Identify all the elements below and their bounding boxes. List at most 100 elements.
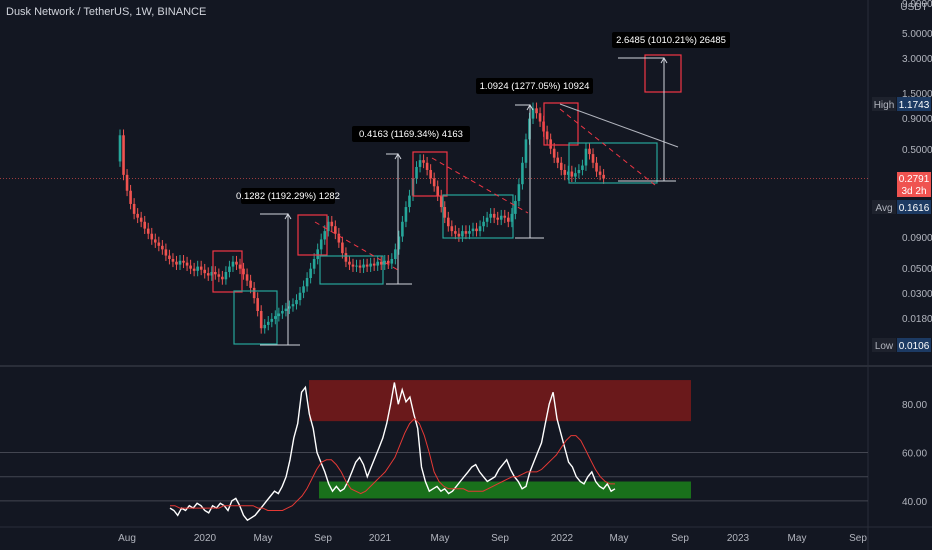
bar-countdown: 3d 2h <box>901 186 926 197</box>
candle-body <box>312 258 316 269</box>
candle-body <box>249 280 252 288</box>
candle-body <box>454 231 457 234</box>
candle-body <box>507 217 510 222</box>
teal-box-2[interactable] <box>319 255 384 285</box>
price-tick-label: 0.0180 <box>902 314 932 325</box>
candle-body <box>189 265 192 269</box>
candle-body <box>136 213 139 218</box>
candle-body <box>178 260 182 265</box>
chart-title: Dusk Network / TetherUS, 1W, BINANCE <box>6 6 207 18</box>
candle-body <box>259 311 263 329</box>
candle-body <box>394 249 397 259</box>
red-box-4[interactable] <box>543 102 579 146</box>
candle-body <box>570 171 574 177</box>
candle-body <box>464 231 468 234</box>
measurement-label-bg <box>241 188 335 204</box>
candle-body <box>376 261 379 266</box>
marker-name-bg <box>872 200 896 214</box>
candle-body <box>129 190 132 204</box>
price-tick-label: 0.0500 <box>902 264 932 275</box>
candle-body <box>164 249 168 256</box>
candle-body <box>408 195 411 208</box>
measurement-label-bg <box>476 78 593 94</box>
trendline-2[interactable] <box>431 157 529 214</box>
candle-body <box>221 276 224 280</box>
candle-body <box>436 186 439 196</box>
candle-body <box>492 213 496 218</box>
red-box-3[interactable] <box>412 151 448 197</box>
candle-body <box>577 169 581 174</box>
candle-body <box>535 108 538 114</box>
measurement-label-bg <box>352 126 470 142</box>
candle-body <box>323 231 327 240</box>
candle-body <box>528 118 531 140</box>
teal-box-4[interactable] <box>568 142 658 184</box>
resistance-line[interactable] <box>559 103 679 148</box>
marker-name-bg <box>872 97 896 111</box>
candle-body <box>503 215 507 218</box>
candle-body <box>161 245 164 250</box>
red-box-2[interactable] <box>297 214 328 256</box>
candle-body <box>182 260 185 263</box>
trendline-3[interactable] <box>559 108 656 186</box>
candle-body <box>588 148 591 155</box>
axis-unit: USDT <box>900 2 927 13</box>
teal-box-1[interactable] <box>233 290 278 345</box>
rsi-line <box>169 382 616 522</box>
candle-body <box>362 264 365 268</box>
candle-body <box>295 300 298 305</box>
candle-body <box>238 264 242 269</box>
marker-value-bg <box>897 200 931 214</box>
candle-body <box>556 157 560 163</box>
rsi-tick-label: 40.00 <box>902 497 927 508</box>
candle-body <box>214 271 217 275</box>
candle-body <box>450 226 454 232</box>
candle-body <box>369 263 372 267</box>
target-box[interactable] <box>644 54 682 93</box>
marker-value: 0.0106 <box>899 341 930 352</box>
trendline-1[interactable] <box>314 221 399 271</box>
time-tick-label: May <box>610 533 629 544</box>
candle-body <box>334 226 337 234</box>
candle-body <box>171 258 175 262</box>
rsi-axis: 80.00 60.00 40.00 <box>902 400 927 508</box>
candle-body <box>274 316 277 319</box>
marker-name-bg <box>872 338 896 352</box>
analysis-overlays: 0.1282 (1192.29%) 1282 0.4163 (1169.34%) … <box>212 32 730 346</box>
price-tick-label: 3.0000 <box>902 54 932 65</box>
teal-box-3[interactable] <box>442 194 514 239</box>
rsi-ma-line <box>170 417 615 511</box>
candle-body <box>425 162 429 170</box>
candle-body <box>478 226 482 232</box>
candle-body <box>514 201 517 214</box>
candle-body <box>429 169 432 179</box>
time-tick-label: Sep <box>849 533 867 544</box>
overbought-zone[interactable] <box>309 380 691 422</box>
candle-body <box>319 239 323 250</box>
candle-body <box>602 174 605 179</box>
measurement-label: 2.6485 (1010.21%) 26485 <box>616 35 726 46</box>
candle-body <box>574 173 577 177</box>
red-box-1[interactable] <box>212 250 243 293</box>
candle-body <box>330 221 334 227</box>
measure-1-arrowhead <box>284 213 292 220</box>
time-tick-label: 2023 <box>727 533 750 544</box>
candle-body <box>482 221 485 227</box>
candle-body <box>499 215 503 220</box>
price-tick-label: 1.5000 <box>902 89 932 100</box>
candle-body <box>168 255 171 259</box>
candle-body <box>146 228 150 234</box>
candle-body <box>595 162 598 172</box>
candle-body <box>443 207 447 218</box>
candle-body <box>598 171 602 175</box>
oversold-zone[interactable] <box>319 481 691 499</box>
candle-body <box>581 165 584 170</box>
candle-body <box>288 306 291 309</box>
time-tick-label: May <box>431 533 450 544</box>
candle-body <box>355 265 358 267</box>
marker-value-bg <box>897 97 931 111</box>
measurement-label: 0.1282 (1192.29%) 1282 <box>236 191 340 202</box>
candle-body <box>348 261 351 265</box>
